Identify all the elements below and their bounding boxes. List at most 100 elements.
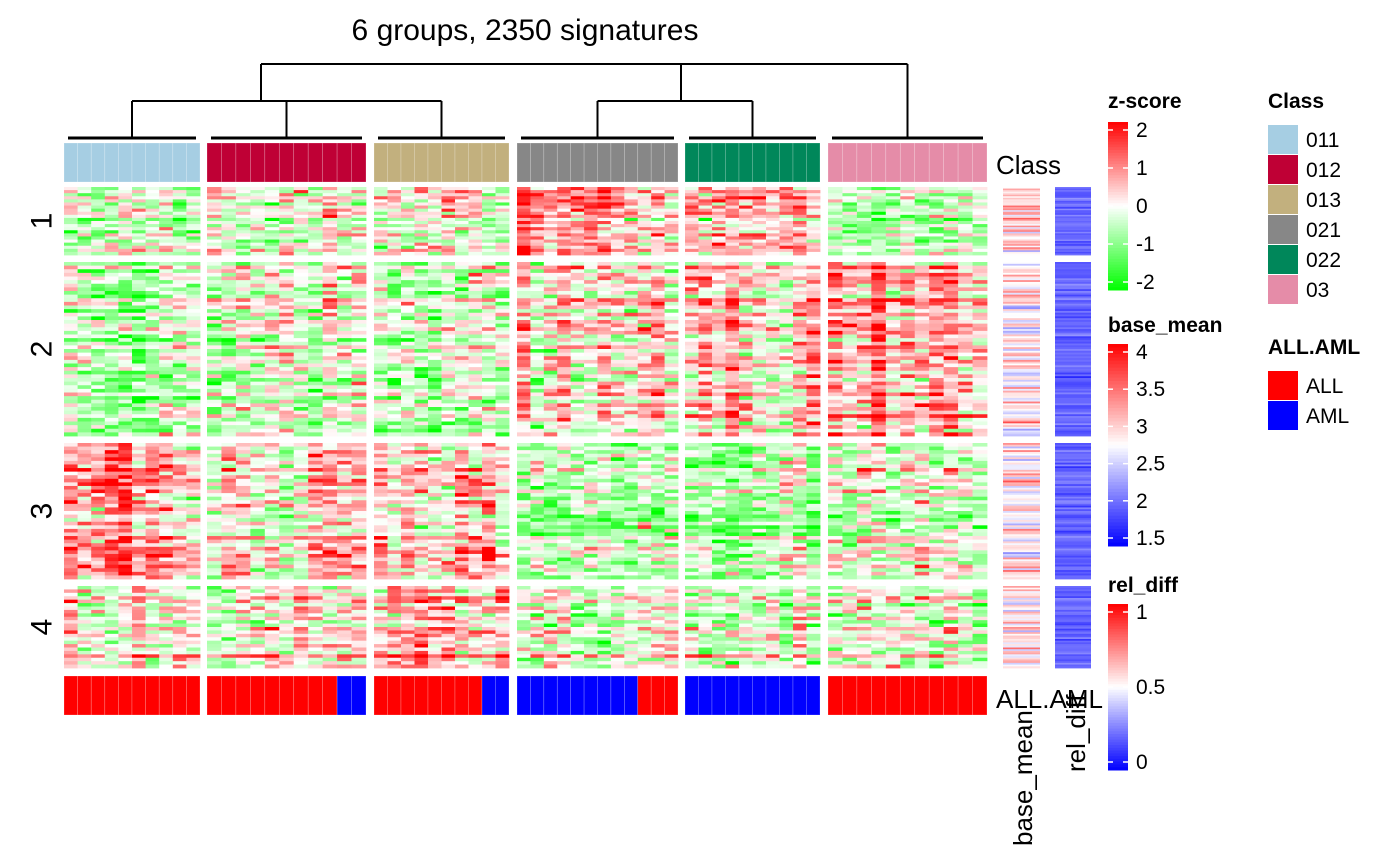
heatmap-cell bbox=[401, 334, 415, 339]
heatmap-cell bbox=[752, 370, 767, 375]
heatmap-cell bbox=[806, 276, 821, 281]
heatmap-cell bbox=[221, 320, 237, 325]
heatmap-cell bbox=[77, 251, 92, 256]
heatmap-cell bbox=[914, 425, 930, 430]
heatmap-cell bbox=[557, 359, 572, 364]
heatmap-cell bbox=[172, 428, 187, 433]
heatmap-cell bbox=[221, 334, 237, 339]
heatmap-cell bbox=[279, 396, 295, 401]
heatmap-cell bbox=[387, 205, 402, 210]
heatmap-cell bbox=[958, 410, 973, 415]
heatmap-cell bbox=[172, 251, 187, 256]
heatmap-cell bbox=[104, 514, 119, 519]
heatmap-cell bbox=[885, 345, 901, 350]
heatmap-cell bbox=[685, 414, 699, 419]
heatmap-cell bbox=[482, 396, 496, 401]
heatmap-cell bbox=[698, 248, 713, 253]
heatmap-cell bbox=[387, 312, 402, 317]
heatmap-cell bbox=[428, 345, 442, 350]
heatmap-cell bbox=[685, 374, 699, 379]
heatmap-cell bbox=[482, 233, 496, 237]
heatmap-cell bbox=[207, 312, 222, 317]
heatmap-cell bbox=[842, 414, 858, 419]
heatmap-cell bbox=[557, 410, 572, 415]
heatmap-cell bbox=[828, 330, 843, 335]
heatmap-cell bbox=[401, 291, 415, 296]
heatmap-cell bbox=[172, 280, 187, 285]
heatmap-cell bbox=[132, 482, 146, 487]
heatmap-cell bbox=[145, 338, 160, 343]
heatmap-cell bbox=[186, 482, 201, 487]
heatmap-cell bbox=[557, 327, 572, 332]
heatmap-cell bbox=[401, 265, 415, 270]
heatmap-cell bbox=[207, 341, 222, 346]
heatmap-cell bbox=[530, 199, 545, 203]
heatmap-cell bbox=[495, 323, 510, 328]
heatmap-cell bbox=[482, 208, 496, 213]
heatmap-cell bbox=[374, 378, 388, 383]
heatmap-cell bbox=[308, 269, 324, 274]
heatmap-cell bbox=[597, 283, 612, 288]
heatmap-cell bbox=[842, 374, 858, 379]
heatmap-cell bbox=[118, 468, 133, 473]
heatmap-cell bbox=[207, 217, 222, 222]
heatmap-cell bbox=[664, 407, 679, 412]
heatmap-cell bbox=[943, 236, 959, 240]
heatmap-cell bbox=[914, 417, 930, 422]
heatmap-cell bbox=[495, 345, 510, 350]
heatmap-cell bbox=[322, 187, 338, 191]
heatmap-cell bbox=[428, 283, 442, 288]
heatmap-cell bbox=[637, 187, 652, 191]
heatmap-cell bbox=[779, 298, 794, 303]
heatmap-cell bbox=[279, 193, 295, 197]
heatmap-cell bbox=[132, 564, 146, 569]
heatmap-cell bbox=[186, 543, 201, 548]
heatmap-cell bbox=[779, 345, 794, 350]
heatmap-cell bbox=[132, 457, 146, 462]
heatmap-cell bbox=[651, 414, 665, 419]
heatmap-cell bbox=[766, 202, 780, 206]
heatmap-cell bbox=[414, 327, 429, 332]
heatmap-cell bbox=[557, 276, 572, 281]
heatmap-cell bbox=[752, 414, 767, 419]
heatmap-cell bbox=[766, 367, 780, 372]
heatmap-cell bbox=[145, 553, 160, 558]
heatmap-cell bbox=[64, 341, 78, 346]
heatmap-cell bbox=[172, 338, 187, 343]
heatmap-block bbox=[828, 187, 988, 256]
heatmap-cell bbox=[186, 450, 201, 455]
heatmap-cell bbox=[584, 276, 598, 281]
heatmap-cell bbox=[414, 283, 429, 288]
heatmap-cell bbox=[428, 301, 442, 306]
heatmap-cell bbox=[441, 378, 456, 383]
heatmap-cell bbox=[132, 291, 146, 296]
heatmap-cell bbox=[64, 392, 78, 397]
heatmap-cell bbox=[118, 453, 133, 458]
heatmap-cell bbox=[118, 370, 133, 375]
heatmap-cell bbox=[308, 428, 324, 433]
heatmap-cell bbox=[468, 190, 483, 194]
heatmap-cell bbox=[543, 330, 558, 335]
heatmap-cell bbox=[159, 575, 174, 580]
heatmap-cell bbox=[159, 367, 174, 372]
heatmap-cell bbox=[900, 399, 916, 404]
heatmap-cell bbox=[207, 392, 222, 397]
heatmap-cell bbox=[104, 478, 119, 483]
heatmap-cell bbox=[91, 233, 106, 237]
heatmap-cell bbox=[351, 381, 367, 386]
heatmap-cell bbox=[118, 399, 133, 404]
heatmap-cell bbox=[322, 276, 338, 281]
heatmap-cell bbox=[698, 370, 713, 375]
heatmap-cell bbox=[597, 345, 612, 350]
heatmap-cell bbox=[972, 272, 988, 277]
heatmap-cell bbox=[570, 414, 585, 419]
heatmap-cell bbox=[624, 425, 639, 430]
heatmap-cell bbox=[91, 199, 106, 203]
heatmap-cell bbox=[651, 242, 665, 247]
heatmap-cell bbox=[104, 385, 119, 390]
heatmap-cell bbox=[293, 341, 309, 346]
heatmap-cell bbox=[91, 514, 106, 519]
heatmap-cell bbox=[91, 557, 106, 562]
heatmap-cell bbox=[221, 280, 237, 285]
heatmap-cell bbox=[91, 196, 106, 200]
